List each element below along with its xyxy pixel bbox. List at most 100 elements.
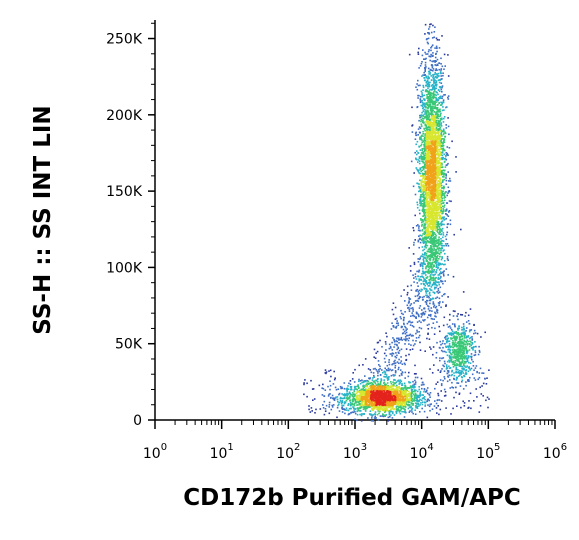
event-point xyxy=(446,214,448,216)
event-point xyxy=(361,390,363,392)
event-point xyxy=(425,203,428,206)
event-point xyxy=(428,128,431,131)
event-point xyxy=(476,332,479,335)
event-point xyxy=(412,339,414,342)
event-point xyxy=(463,360,466,363)
event-point xyxy=(419,156,422,158)
event-point xyxy=(394,366,396,369)
event-point xyxy=(424,310,427,313)
event-point xyxy=(412,326,415,328)
event-point xyxy=(438,137,440,140)
event-point xyxy=(443,53,446,56)
event-point xyxy=(372,420,374,422)
event-point xyxy=(438,249,440,252)
event-point xyxy=(450,360,453,362)
event-point xyxy=(414,275,417,278)
event-point xyxy=(452,343,454,345)
event-point xyxy=(466,365,468,367)
event-point xyxy=(413,277,415,279)
event-point xyxy=(418,326,421,329)
event-point xyxy=(388,412,391,414)
event-point xyxy=(428,123,431,125)
event-point xyxy=(458,325,460,327)
event-point xyxy=(443,139,446,141)
event-point xyxy=(463,343,465,345)
event-point xyxy=(429,142,431,145)
event-point xyxy=(349,380,352,382)
event-point xyxy=(437,267,439,269)
event-point xyxy=(414,379,416,382)
event-point xyxy=(435,87,437,90)
event-point xyxy=(341,387,343,390)
event-point xyxy=(426,53,429,55)
event-point xyxy=(379,382,382,384)
event-point xyxy=(432,297,434,300)
event-point xyxy=(371,415,373,417)
event-point xyxy=(442,357,445,359)
event-point xyxy=(425,136,428,138)
event-point xyxy=(378,412,380,415)
event-point xyxy=(441,166,444,169)
event-point xyxy=(436,247,439,250)
event-point xyxy=(431,130,434,132)
event-point xyxy=(408,308,411,311)
event-point xyxy=(420,283,422,285)
event-point xyxy=(404,402,407,405)
event-point xyxy=(422,188,424,191)
event-point xyxy=(423,144,425,146)
event-point xyxy=(435,351,438,354)
event-point xyxy=(405,395,408,397)
event-point xyxy=(436,113,439,115)
event-point xyxy=(451,353,453,356)
event-point xyxy=(432,139,435,142)
event-point xyxy=(438,243,440,246)
event-point xyxy=(408,247,410,249)
event-point xyxy=(353,407,355,409)
event-point xyxy=(394,355,396,358)
event-point xyxy=(467,336,469,338)
event-point xyxy=(420,288,423,291)
event-point xyxy=(428,217,431,220)
event-point xyxy=(412,310,414,312)
event-point xyxy=(435,68,437,70)
event-point xyxy=(439,408,442,411)
event-point xyxy=(338,410,341,412)
event-point xyxy=(438,278,440,280)
event-point xyxy=(331,394,334,397)
event-point xyxy=(457,358,459,361)
event-point xyxy=(352,406,354,408)
event-point xyxy=(358,389,361,392)
event-point xyxy=(418,386,420,388)
event-point xyxy=(419,341,421,344)
event-point xyxy=(428,121,430,123)
event-point xyxy=(462,356,465,359)
event-point xyxy=(383,409,386,411)
event-point xyxy=(433,121,435,123)
event-point xyxy=(437,209,439,212)
event-point xyxy=(435,45,438,48)
event-point xyxy=(436,114,439,117)
event-point xyxy=(420,183,422,185)
event-point xyxy=(344,409,346,411)
event-point xyxy=(438,304,440,307)
event-point xyxy=(436,284,438,287)
event-point xyxy=(422,265,424,268)
event-point xyxy=(428,224,430,226)
event-point xyxy=(460,228,462,231)
event-point xyxy=(428,231,431,233)
event-point xyxy=(402,405,405,408)
event-point xyxy=(428,248,431,251)
event-point xyxy=(411,411,413,413)
event-point xyxy=(429,138,431,141)
event-point xyxy=(338,392,341,395)
event-point xyxy=(463,335,466,338)
event-point xyxy=(430,265,433,268)
event-point xyxy=(448,180,450,182)
event-point xyxy=(434,251,436,253)
event-point xyxy=(444,166,447,168)
event-point xyxy=(358,403,361,406)
event-point xyxy=(425,287,427,290)
event-point xyxy=(427,103,429,105)
event-point xyxy=(425,280,428,282)
event-point xyxy=(446,337,449,340)
